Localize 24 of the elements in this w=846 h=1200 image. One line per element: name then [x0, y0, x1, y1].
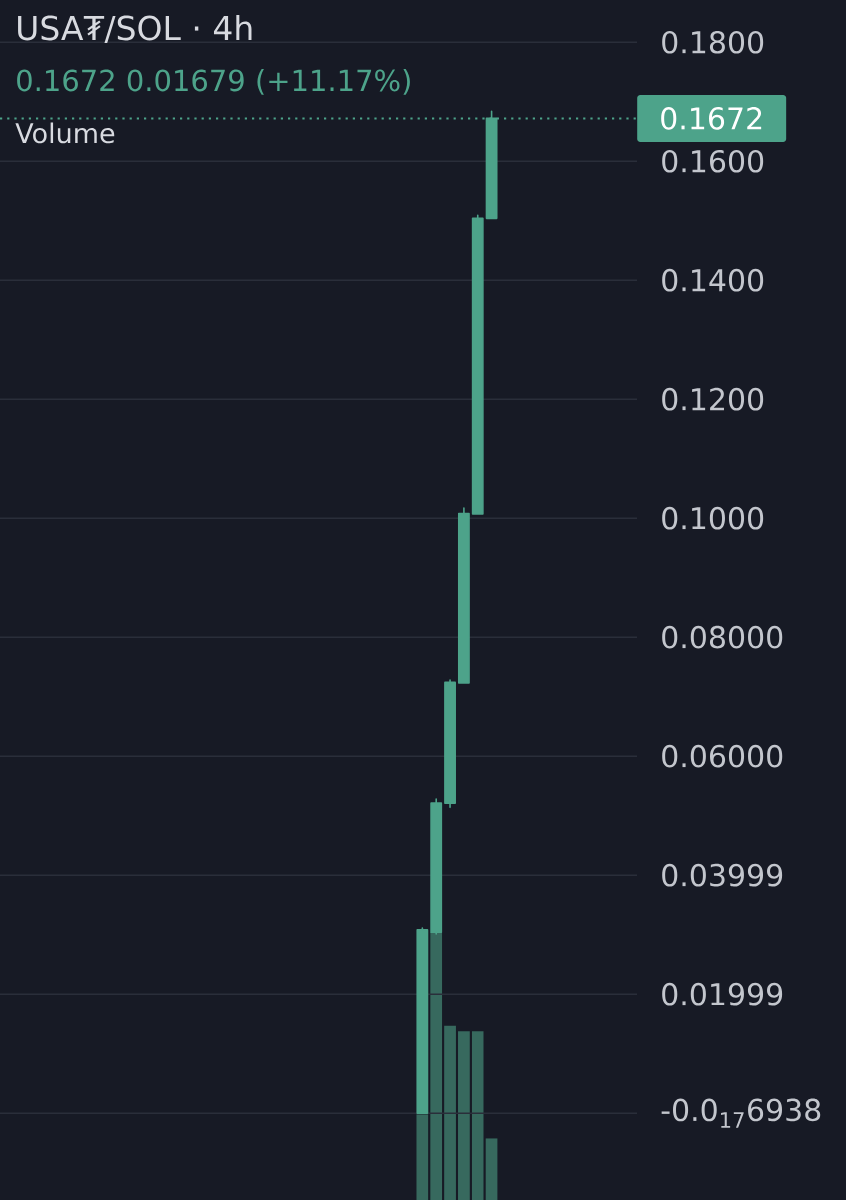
y-tick-label: 0.08000	[662, 625, 783, 649]
bar	[485, 1138, 498, 1200]
candlestick	[444, 679, 456, 809]
y-tick-label: 0.1000	[662, 506, 764, 530]
bar	[458, 1031, 470, 1200]
candlestick	[416, 927, 429, 1114]
candlestick	[457, 507, 470, 684]
y-tick-label: 0.1200	[662, 387, 764, 411]
y-tick-label: 0.03999	[662, 863, 783, 887]
bar	[416, 1114, 429, 1200]
chart-title: USA₮/SOL · 4h	[18, 14, 252, 44]
y-tick-label: 0.01999	[662, 982, 783, 1006]
bar	[430, 931, 443, 1200]
bar	[471, 1031, 484, 1200]
y-tick-label: 0.1800	[662, 30, 764, 54]
text: 0.1672 0.01679 (+11.17%)	[17, 69, 410, 95]
candlestick	[471, 214, 484, 515]
y-tick-label: -0.0$_{17}$6938	[661, 1098, 821, 1128]
bar	[444, 1025, 456, 1200]
y-tick-label: 0.06000	[662, 744, 783, 768]
y-tick-label: 0.1600	[662, 149, 764, 173]
ref-line-label: 0.1672	[661, 107, 762, 130]
chart-title: Volume	[15, 122, 115, 144]
y-tick-label: 0.1400	[662, 268, 764, 292]
